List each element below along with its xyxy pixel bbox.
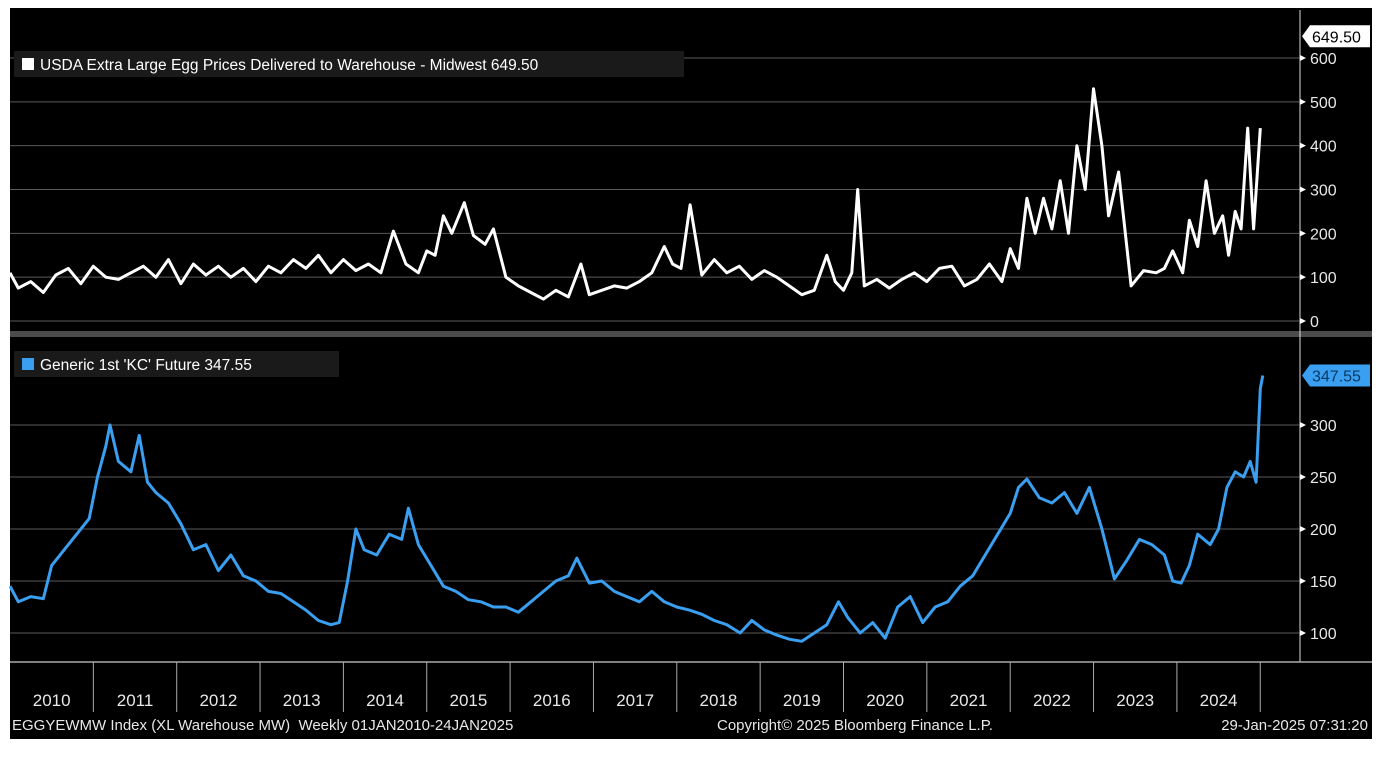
last-value-tag-text: 347.55 [1312, 369, 1361, 386]
y-tick-marker [1300, 318, 1306, 324]
y-tick-label: 400 [1310, 139, 1337, 156]
y-tick-label: 300 [1310, 418, 1337, 435]
last-value-tag: 347.55 [1302, 364, 1370, 387]
x-tick-label: 2022 [1033, 691, 1071, 710]
footer-copyright: Copyright© 2025 Bloomberg Finance L.P. [717, 717, 993, 734]
last-value-tag-text: 649.50 [1312, 29, 1361, 46]
egg-price-line [8, 87, 1262, 301]
legends: USDA Extra Large Egg Prices Delivered to… [14, 51, 684, 377]
y-tick-label: 150 [1310, 574, 1337, 591]
legend-egg: USDA Extra Large Egg Prices Delivered to… [40, 57, 539, 74]
x-tick-label: 2015 [450, 691, 488, 710]
x-tick-label: 2020 [866, 691, 904, 710]
x-tick-label: 2018 [700, 691, 738, 710]
coffee-futures-line [8, 375, 1265, 643]
last-value-tag-bg [1302, 25, 1370, 48]
x-tick-label: 2013 [283, 691, 321, 710]
x-tick-label: 2021 [950, 691, 988, 710]
y-tick-marker [1300, 230, 1306, 237]
y-tick-marker [1300, 578, 1306, 584]
y-tick-label: 200 [1310, 226, 1337, 243]
y-tick-marker [1300, 274, 1306, 281]
legend-swatch [22, 58, 34, 70]
last-value-tag-bg [1302, 364, 1370, 387]
legend-swatch [22, 358, 34, 370]
axes: 0 100 200 300 400 500 600 649.50 100 150 200 250 300… [10, 10, 1372, 712]
y-tick-marker [1300, 55, 1306, 61]
y-tick-label: 100 [1310, 270, 1337, 287]
y-tick-label: 100 [1310, 626, 1337, 643]
x-tick-label: 2011 [117, 691, 154, 710]
legend-coffee: Generic 1st 'KC' Future 347.55 [40, 357, 252, 374]
y-tick-label: 500 [1310, 95, 1337, 112]
footer-left: EGGYEWMW Index (XL Warehouse MW) Weekly … [12, 717, 513, 734]
panel-separator [10, 331, 1372, 337]
legend-box [14, 51, 684, 77]
x-tick-label: 2014 [366, 691, 404, 710]
y-tick-label: 200 [1310, 522, 1337, 539]
y-tick-label: 600 [1310, 51, 1337, 68]
y-tick-label: 0 [1310, 314, 1319, 331]
y-tick-marker [1300, 526, 1306, 532]
y-tick-marker [1300, 474, 1306, 480]
x-tick-label: 2019 [783, 691, 821, 710]
legend-box [14, 351, 339, 377]
gridlines [10, 57, 1300, 634]
y-tick-marker [1300, 98, 1306, 105]
y-tick-label: 300 [1310, 183, 1337, 200]
y-tick-marker [1300, 422, 1306, 428]
x-tick-label: 2016 [533, 691, 571, 710]
y-tick-marker [1300, 630, 1306, 636]
y-tick-marker [1300, 142, 1306, 149]
series-layer [8, 87, 1265, 643]
x-tick-label: 2010 [33, 691, 71, 710]
y-tick-label: 250 [1310, 470, 1337, 487]
footer-timestamp: 29-Jan-2025 07:31:20 [1221, 717, 1368, 734]
x-tick-label: 2024 [1200, 691, 1238, 710]
x-tick-label: 2017 [616, 691, 654, 710]
y-tick-marker [1300, 186, 1306, 193]
x-tick-label: 2012 [199, 691, 237, 710]
x-tick-label: 2023 [1116, 691, 1154, 710]
last-value-tag: 649.50 [1302, 25, 1370, 48]
